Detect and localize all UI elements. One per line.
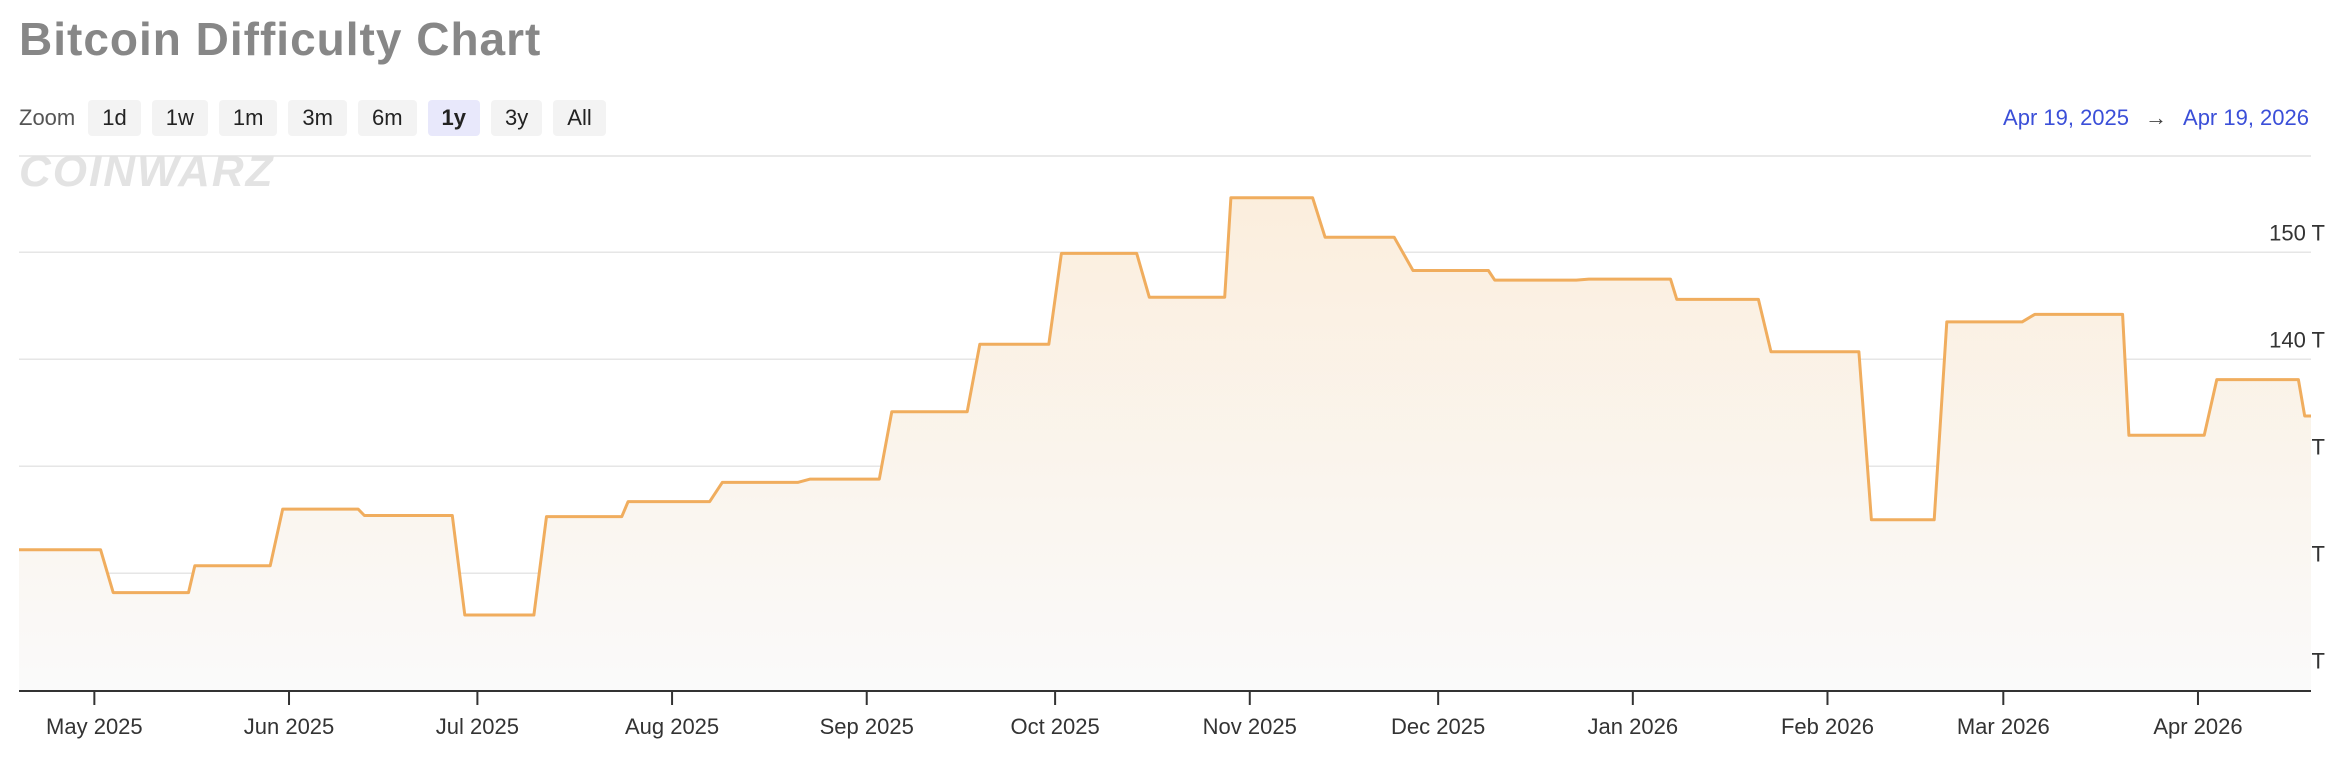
x-tick-label: Jul 2025 [436, 714, 519, 739]
range-end[interactable]: Apr 19, 2026 [2183, 105, 2309, 130]
x-tick-label: Dec 2025 [1391, 714, 1485, 739]
x-tick-label: Mar 2026 [1957, 714, 2050, 739]
range-arrow: → [2145, 105, 2168, 130]
difficulty-line [19, 196, 2311, 617]
x-tick-label: Jan 2026 [1588, 714, 1679, 739]
x-tick-label: Jun 2025 [244, 714, 335, 739]
zoom-button[interactable]: 3m [288, 99, 347, 136]
chart-title: Bitcoin Difficulty Chart [19, 13, 542, 65]
date-range: Apr 19, 2025 → Apr 19, 2026 [2003, 99, 2309, 136]
zoom-button[interactable]: 3y [491, 99, 543, 136]
zoom-button[interactable]: All [553, 99, 606, 136]
x-tick-label: Feb 2026 [1781, 714, 1874, 739]
area-fill [19, 197, 2311, 691]
zoom-button[interactable]: 1y [427, 99, 481, 136]
zoom-button[interactable]: 1w [151, 99, 208, 136]
zoom-controls: Zoom 1d 1w 1m 3m 6m 1y 3y All [19, 99, 606, 136]
range-start[interactable]: Apr 19, 2025 [2003, 105, 2130, 130]
zoom-button[interactable]: 6m [357, 99, 417, 136]
x-tick-label: Apr 2026 [2153, 714, 2242, 739]
y-tick-label: 150 T [2269, 220, 2325, 245]
zoom-button[interactable]: 1d [88, 99, 141, 136]
watermark: COINWARZ [19, 147, 275, 196]
x-tick-label: Oct 2025 [1010, 714, 1099, 739]
zoom-label: Zoom [19, 104, 76, 130]
y-tick-label: 140 T [2269, 327, 2325, 352]
zoom-button[interactable]: 1m [218, 99, 278, 136]
x-tick-label: Sep 2025 [820, 714, 914, 739]
x-tick-label: Nov 2025 [1203, 714, 1297, 739]
x-tick-label: Aug 2025 [625, 714, 719, 739]
x-tick-label: May 2025 [46, 714, 143, 739]
